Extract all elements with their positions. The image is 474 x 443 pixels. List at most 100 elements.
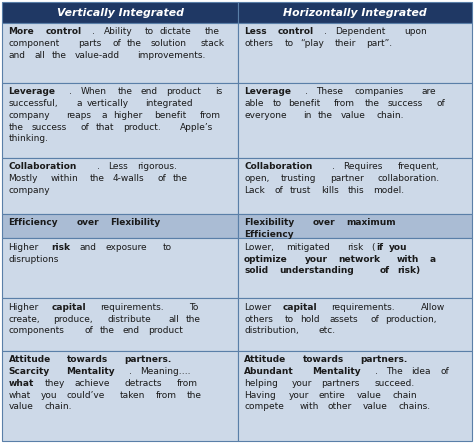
Text: from: from: [156, 391, 177, 400]
Text: your: your: [292, 379, 312, 388]
Text: Lack: Lack: [244, 186, 265, 195]
Text: they: they: [45, 379, 65, 388]
Text: value: value: [357, 391, 382, 400]
Text: Mostly: Mostly: [9, 174, 38, 183]
Text: helping: helping: [244, 379, 278, 388]
Text: from: from: [200, 111, 220, 120]
Text: 4-walls: 4-walls: [113, 174, 145, 183]
Text: chain: chain: [393, 391, 418, 400]
Text: everyone: everyone: [244, 111, 287, 120]
Text: create,: create,: [9, 315, 40, 323]
Text: the: the: [127, 39, 142, 48]
Text: trusting: trusting: [281, 174, 316, 183]
Text: control: control: [277, 27, 313, 36]
Text: Leverage: Leverage: [9, 87, 55, 96]
Text: Less: Less: [244, 27, 267, 36]
Text: of: of: [81, 123, 90, 132]
Text: “play: “play: [301, 39, 324, 48]
Text: within: within: [50, 174, 78, 183]
Text: a: a: [76, 99, 82, 108]
Text: that: that: [96, 123, 114, 132]
Text: the: the: [118, 87, 133, 96]
Text: capital: capital: [51, 303, 86, 312]
Text: the: the: [317, 111, 332, 120]
Text: Lower: Lower: [244, 303, 271, 312]
Text: all: all: [168, 315, 179, 323]
Text: trust: trust: [290, 186, 311, 195]
Text: are: are: [421, 87, 436, 96]
Text: Less: Less: [108, 162, 128, 171]
Text: the: the: [100, 326, 114, 335]
Text: successful,: successful,: [9, 99, 58, 108]
Text: (: (: [371, 243, 375, 252]
Text: others: others: [244, 39, 273, 48]
Text: .: .: [97, 162, 100, 171]
Text: other: other: [328, 403, 352, 412]
Text: able: able: [244, 99, 264, 108]
Text: .: .: [324, 27, 327, 36]
Text: chain.: chain.: [45, 403, 72, 412]
Text: Mentality: Mentality: [66, 367, 114, 376]
Text: of: of: [380, 266, 390, 276]
Text: .: .: [305, 87, 308, 96]
Text: hold: hold: [301, 315, 320, 323]
Text: Having: Having: [244, 391, 276, 400]
Text: To: To: [189, 303, 199, 312]
Text: achieve: achieve: [75, 379, 110, 388]
Text: maximum: maximum: [346, 218, 396, 227]
Bar: [2, 298, 238, 351]
Text: vertically: vertically: [87, 99, 129, 108]
Text: component: component: [9, 39, 60, 48]
Text: taken: taken: [119, 391, 145, 400]
Text: chains.: chains.: [399, 403, 431, 412]
Text: benefit: benefit: [289, 99, 321, 108]
Text: etc.: etc.: [319, 326, 336, 335]
Text: risk: risk: [346, 243, 363, 252]
Text: and: and: [80, 243, 97, 252]
Text: Higher: Higher: [9, 303, 39, 312]
Text: distribution,: distribution,: [244, 326, 299, 335]
Text: their: their: [335, 39, 356, 48]
Text: you: you: [389, 243, 408, 252]
Text: Collaboration: Collaboration: [244, 162, 312, 171]
Text: When: When: [80, 87, 106, 96]
Text: from: from: [334, 99, 355, 108]
Text: to: to: [145, 27, 154, 36]
Text: The: The: [386, 367, 403, 376]
Text: Lower,: Lower,: [244, 243, 274, 252]
Text: Collaboration: Collaboration: [9, 162, 77, 171]
Text: Allow: Allow: [421, 303, 445, 312]
Text: risk): risk): [397, 266, 420, 276]
Text: the: the: [9, 123, 24, 132]
Text: part”.: part”.: [366, 39, 392, 48]
Text: More: More: [9, 27, 34, 36]
Bar: [2, 23, 238, 83]
Text: higher: higher: [113, 111, 142, 120]
Text: Horizontally Integrated: Horizontally Integrated: [283, 8, 427, 18]
Text: could’ve: could’ve: [66, 391, 104, 400]
Text: over: over: [77, 218, 99, 227]
Text: produce,: produce,: [53, 315, 93, 323]
Text: Efficiency: Efficiency: [9, 218, 58, 227]
Text: the: the: [204, 27, 219, 36]
Bar: [2, 351, 238, 441]
Text: partners: partners: [321, 379, 360, 388]
Text: partners.: partners.: [124, 355, 172, 364]
Text: Attitude: Attitude: [244, 355, 286, 364]
Text: the: the: [90, 174, 105, 183]
Text: chain.: chain.: [376, 111, 404, 120]
Text: your: your: [305, 255, 328, 264]
Text: of: of: [370, 315, 379, 323]
Bar: [238, 23, 472, 83]
Text: upon: upon: [404, 27, 427, 36]
Bar: [2, 83, 238, 158]
Text: .: .: [375, 367, 378, 376]
Text: .: .: [92, 27, 95, 36]
Text: to: to: [285, 39, 294, 48]
Text: your: your: [289, 391, 309, 400]
Text: requirements.: requirements.: [331, 303, 395, 312]
Text: Scarcity: Scarcity: [9, 367, 50, 376]
Text: Efficiency: Efficiency: [244, 230, 294, 239]
Text: if: if: [376, 243, 383, 252]
Text: stack: stack: [201, 39, 224, 48]
